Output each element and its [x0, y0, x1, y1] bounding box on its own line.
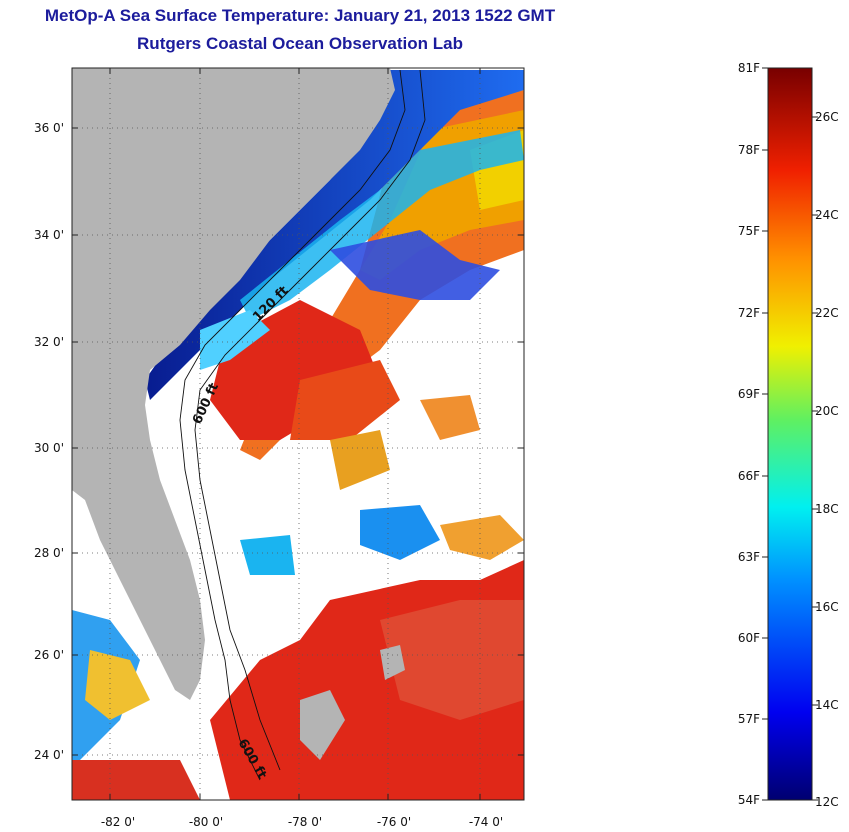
colorbar-c-12: 12C: [815, 795, 839, 809]
lat-label-28: 28 0': [34, 546, 64, 560]
colorbar-c-20: 20C: [815, 404, 839, 418]
lat-label-30: 30 0': [34, 441, 64, 455]
colorbar-f-75: 75F: [738, 224, 760, 238]
colorbar-f-81: 81F: [738, 61, 760, 75]
colorbar-c-16: 16C: [815, 600, 839, 614]
colorbar-f-78: 78F: [738, 143, 760, 157]
map-panel: 120 ft 600 ft 600 ft: [72, 68, 524, 800]
colorbar-c-14: 14C: [815, 698, 839, 712]
lat-label-32: 32 0': [34, 335, 64, 349]
isobath-contours: [179, 69, 426, 781]
lon-label-76: -76 0': [377, 815, 411, 829]
map-title: MetOp-A Sea Surface Temperature: January…: [44, 6, 556, 25]
lat-label-24: 24 0': [34, 748, 64, 762]
lon-label-78: -78 0': [288, 815, 322, 829]
map-subtitle: Rutgers Coastal Ocean Observation Lab: [137, 34, 463, 53]
colorbar: 81F 78F 75F 72F 69F 66F 63F 60F 57F 54F …: [738, 61, 839, 809]
colorbar-c-26: 26C: [815, 110, 839, 124]
colorbar-f-54: 54F: [738, 793, 760, 807]
land-mass: [72, 68, 405, 760]
lat-label-26: 26 0': [34, 648, 64, 662]
colorbar-f-57: 57F: [738, 712, 760, 726]
sst-field: [72, 70, 524, 800]
colorbar-f-63: 63F: [738, 550, 760, 564]
colorbar-f-60: 60F: [738, 631, 760, 645]
lon-label-82: -82 0': [101, 815, 135, 829]
colorbar-f-69: 69F: [738, 387, 760, 401]
lat-label-34: 34 0': [34, 228, 64, 242]
axis-ticks: [72, 68, 524, 800]
colorbar-c-22: 22C: [815, 306, 839, 320]
lon-label-74: -74 0': [469, 815, 503, 829]
colorbar-c-18: 18C: [815, 502, 839, 516]
map-frame: [71, 67, 525, 801]
lon-label-80: -80 0': [189, 815, 223, 829]
colorbar-f-72: 72F: [738, 306, 760, 320]
colorbar-scale: [767, 67, 813, 801]
colorbar-f-66: 66F: [738, 469, 760, 483]
graticule: [72, 68, 524, 800]
colorbar-c-24: 24C: [815, 208, 839, 222]
lat-label-36: 36 0': [34, 121, 64, 135]
